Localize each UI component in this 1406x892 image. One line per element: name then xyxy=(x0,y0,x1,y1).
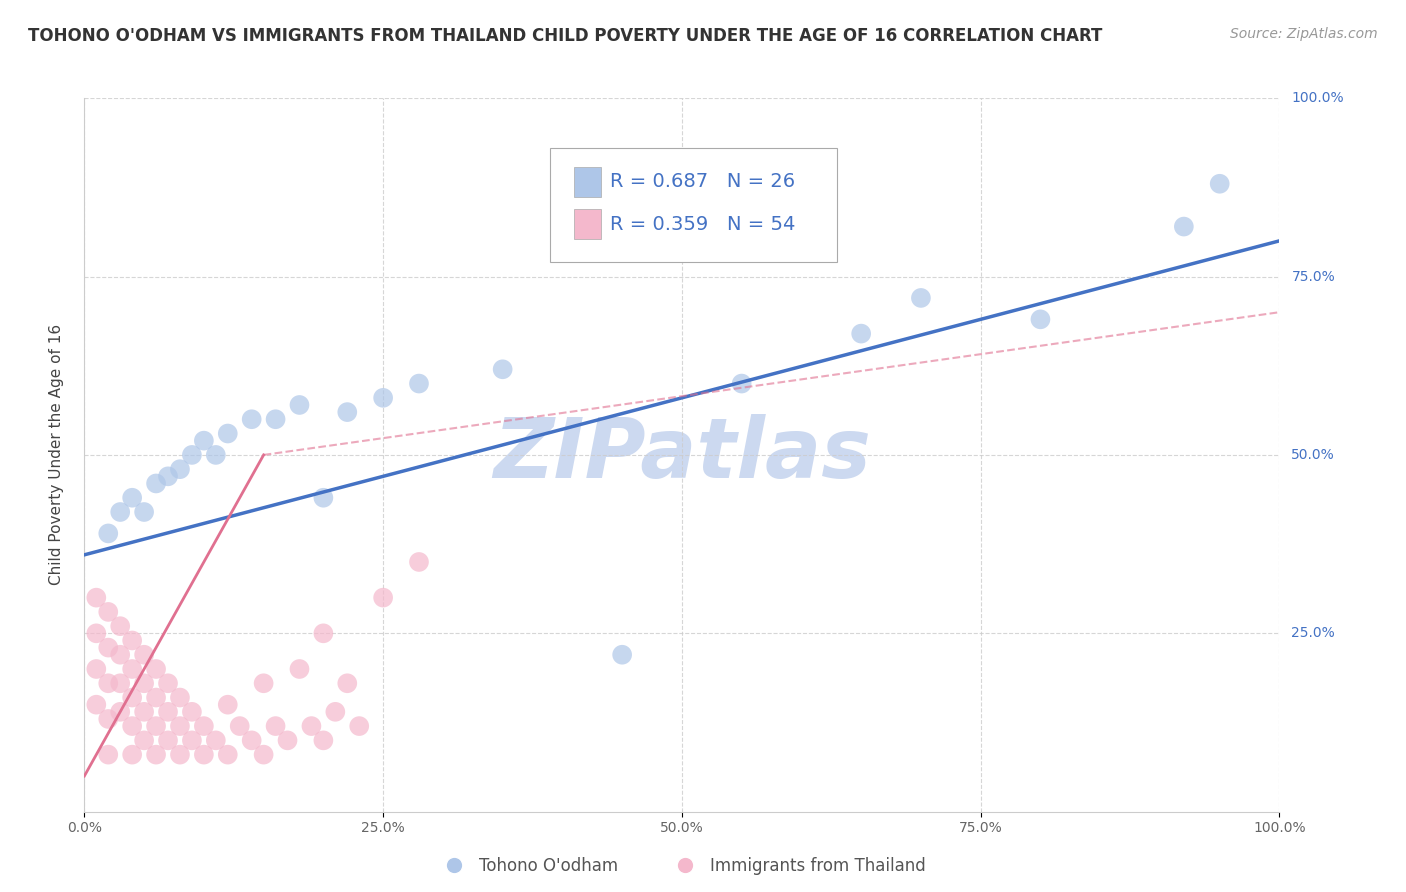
Point xyxy=(84,698,107,712)
Legend: Tohono O'odham, Immigrants from Thailand: Tohono O'odham, Immigrants from Thailand xyxy=(432,851,932,882)
Point xyxy=(312,626,335,640)
Point xyxy=(169,747,191,762)
Text: R = 0.359   N = 54: R = 0.359 N = 54 xyxy=(610,215,796,234)
Bar xyxy=(575,167,600,196)
Point xyxy=(132,676,156,690)
Text: Source: ZipAtlas.com: Source: ZipAtlas.com xyxy=(1230,27,1378,41)
Point xyxy=(97,676,120,690)
Point xyxy=(312,491,335,505)
Point xyxy=(157,733,180,747)
Point xyxy=(132,648,156,662)
FancyBboxPatch shape xyxy=(550,148,837,262)
Point xyxy=(145,476,167,491)
Point xyxy=(323,705,346,719)
Text: 75.0%: 75.0% xyxy=(1291,269,1336,284)
Point xyxy=(110,705,132,719)
Point xyxy=(253,676,276,690)
Point xyxy=(121,633,143,648)
Point xyxy=(301,719,323,733)
Text: 100.0%: 100.0% xyxy=(1291,91,1344,105)
Point xyxy=(84,662,107,676)
Point xyxy=(169,690,191,705)
Point xyxy=(1208,177,1230,191)
Point xyxy=(169,719,191,733)
Point xyxy=(157,469,180,483)
Point xyxy=(97,640,120,655)
Point xyxy=(145,719,167,733)
Y-axis label: Child Poverty Under the Age of 16: Child Poverty Under the Age of 16 xyxy=(49,325,63,585)
Point xyxy=(371,591,394,605)
Point xyxy=(312,733,335,747)
Point xyxy=(145,690,167,705)
Point xyxy=(205,448,228,462)
Point xyxy=(264,412,287,426)
Point xyxy=(97,712,120,726)
Point xyxy=(110,505,132,519)
Point xyxy=(253,747,276,762)
Text: 50.0%: 50.0% xyxy=(1291,448,1336,462)
Point xyxy=(97,526,120,541)
Point xyxy=(228,719,252,733)
Point xyxy=(84,626,107,640)
Point xyxy=(205,733,228,747)
Point xyxy=(336,405,359,419)
Point xyxy=(610,648,633,662)
Point xyxy=(910,291,932,305)
Point xyxy=(180,705,202,719)
Point xyxy=(193,747,215,762)
Point xyxy=(132,733,156,747)
Point xyxy=(264,719,287,733)
Text: ZIPatlas: ZIPatlas xyxy=(494,415,870,495)
Point xyxy=(145,747,167,762)
Point xyxy=(240,733,263,747)
Point xyxy=(121,747,143,762)
Point xyxy=(110,648,132,662)
Point xyxy=(276,733,298,747)
Point xyxy=(217,698,239,712)
Point xyxy=(132,505,156,519)
Point xyxy=(157,676,180,690)
Point xyxy=(121,719,143,733)
Point xyxy=(97,605,120,619)
Point xyxy=(132,705,156,719)
Point xyxy=(349,719,371,733)
Point xyxy=(288,662,311,676)
Point xyxy=(121,690,143,705)
Point xyxy=(110,676,132,690)
Point xyxy=(1029,312,1052,326)
Point xyxy=(110,619,132,633)
Point xyxy=(157,705,180,719)
Point xyxy=(408,555,430,569)
Point xyxy=(180,733,202,747)
Point xyxy=(849,326,872,341)
Point xyxy=(193,719,215,733)
Text: 25.0%: 25.0% xyxy=(1291,626,1336,640)
Point xyxy=(121,662,143,676)
Point xyxy=(371,391,394,405)
Point xyxy=(169,462,191,476)
Point xyxy=(336,676,359,690)
Point xyxy=(121,491,143,505)
Point xyxy=(408,376,430,391)
Point xyxy=(731,376,754,391)
Point xyxy=(217,426,239,441)
Point xyxy=(145,662,167,676)
Bar xyxy=(575,210,600,239)
Point xyxy=(193,434,215,448)
Text: TOHONO O'ODHAM VS IMMIGRANTS FROM THAILAND CHILD POVERTY UNDER THE AGE OF 16 COR: TOHONO O'ODHAM VS IMMIGRANTS FROM THAILA… xyxy=(28,27,1102,45)
Point xyxy=(240,412,263,426)
Point xyxy=(492,362,515,376)
Point xyxy=(180,448,202,462)
Point xyxy=(84,591,107,605)
Point xyxy=(217,747,239,762)
Point xyxy=(288,398,311,412)
Text: R = 0.687   N = 26: R = 0.687 N = 26 xyxy=(610,172,796,191)
Point xyxy=(97,747,120,762)
Point xyxy=(1173,219,1195,234)
